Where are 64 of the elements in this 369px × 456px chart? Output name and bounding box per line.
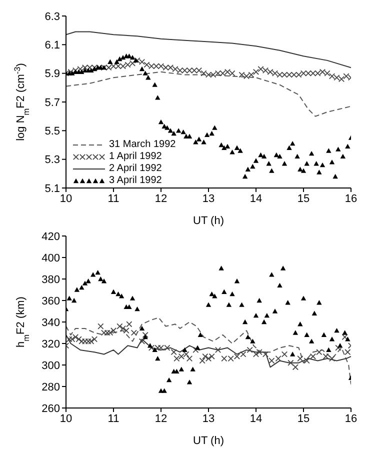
y-tick-label: 300 [42,360,60,372]
line-series [66,317,351,385]
point [98,323,104,330]
point [130,330,137,336]
point [214,346,222,353]
y-tick-label: 5.9 [44,68,60,80]
legend-label: 1 April 1992 [109,151,162,163]
point [316,349,322,356]
x-tick-label: 14 [250,192,262,205]
point [192,346,199,353]
x-tick-label: 16 [344,192,358,205]
line-series [66,334,351,368]
x-tick-label: 11 [108,412,120,425]
y-tick-label: 360 [42,295,60,308]
point [123,328,130,334]
point [116,323,123,330]
point [292,364,298,370]
legend-label: 31 March 1992 [109,139,176,151]
y-tick-label: 5.3 [44,154,60,166]
y-tick-label: 5.5 [44,126,60,138]
point [170,349,177,356]
point [138,338,146,344]
x-tick-label: 15 [297,412,310,425]
point [344,349,351,356]
y-tick-label: 340 [42,316,60,329]
point [342,334,348,340]
point [246,346,253,353]
x-axis-title: UT (h) [193,215,224,227]
y-tick-label: 420 [42,230,60,243]
legend-label: 2 April 1992 [109,163,162,175]
point [126,321,132,328]
point [335,344,342,351]
x-axis-title: UT (h) [193,435,224,447]
point [343,73,350,80]
x-tick-label: 11 [108,192,120,205]
y-tick-label: 260 [42,402,60,415]
point [252,351,260,358]
point [288,360,294,366]
y-tick-label: 6.1 [44,40,60,52]
point [310,353,316,360]
x-tick-label: 13 [202,412,215,425]
x-tick-label: 16 [344,412,358,425]
legend-label: 3 April 1992 [109,175,162,187]
y-tick-label: 6.3 [44,10,60,23]
y-tick-label: 5.1 [44,182,60,195]
x-tick-label: 12 [154,412,168,425]
point [186,356,193,362]
point [120,325,126,332]
line-series [66,31,351,68]
y-tick-label: 5.7 [44,96,60,109]
x-tick-label: 12 [154,192,168,205]
point [142,332,148,338]
y-tick-label: 280 [42,381,60,394]
x-tick-label: 10 [60,192,72,205]
x-tick-label: 15 [297,192,310,205]
point [281,351,288,358]
point [252,68,260,75]
x-tick-label: 10 [60,412,72,425]
y-tick-label: 380 [42,274,60,286]
line-series [66,71,351,117]
x-tick-label: 13 [202,192,215,205]
x-tick-label: 14 [250,412,262,425]
y-tick-label: 400 [42,252,60,264]
y-tick-label: 320 [42,338,60,350]
